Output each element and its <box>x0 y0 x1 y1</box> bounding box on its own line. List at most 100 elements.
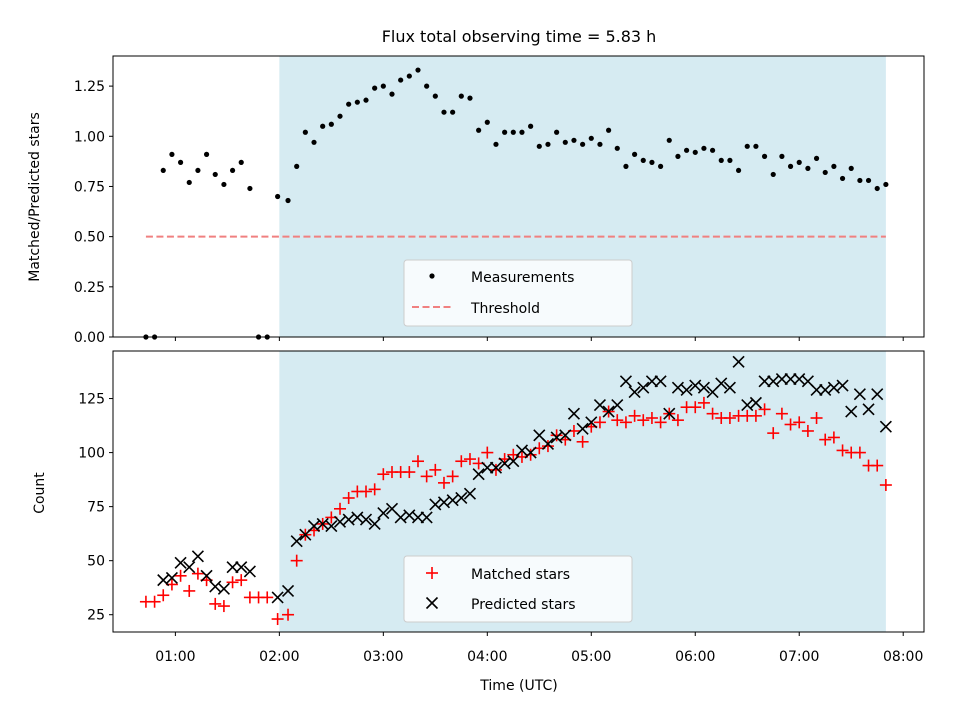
predicted-star-point <box>645 375 658 388</box>
matched-star-point <box>290 554 303 567</box>
matched-star-point <box>784 418 797 431</box>
matched-star-point <box>368 483 381 496</box>
matched-star-point <box>282 608 295 621</box>
measurement-point <box>169 151 175 157</box>
predicted-star-point <box>165 571 178 585</box>
matched-star-point <box>827 431 840 444</box>
measurement-point <box>597 141 603 147</box>
matched-star-point <box>706 407 719 420</box>
measurement-point <box>160 167 166 174</box>
measurement-point <box>493 141 499 147</box>
bottom-x-axis: 01:00 02:00 03:00 04:00 05:00 06:00 07:00 08:00 <box>155 632 923 665</box>
measurement-point <box>519 129 525 135</box>
top-legend: Measurements Threshold <box>403 259 633 327</box>
predicted-star-point <box>619 375 633 388</box>
top-plot-frame <box>112 55 925 338</box>
predicted-star-point <box>784 373 797 386</box>
predicted-star-point <box>680 383 693 396</box>
top-y-axis: 0.00 0.25 0.50 0.75 1.00 1.25 <box>74 79 113 346</box>
measurement-point <box>510 129 516 135</box>
bottom-y-axis: 25 50 75 100 125 <box>78 392 113 624</box>
measurement-point <box>415 67 421 73</box>
matched-star-point <box>183 584 196 597</box>
legend-measurements-marker <box>429 273 435 279</box>
x-axis-label: Time (UTC) <box>479 678 557 694</box>
matched-star-point <box>871 459 884 472</box>
matched-star-point <box>767 427 780 440</box>
measurement-point <box>839 175 846 182</box>
matched-star-point <box>429 463 442 476</box>
matched-star-point <box>226 576 239 589</box>
predicted-star-point <box>862 403 875 416</box>
measurement-point <box>363 97 369 103</box>
matched-star-point <box>697 396 710 409</box>
x-tick-label: 02:00 <box>259 649 299 665</box>
predicted-star-point <box>663 407 676 420</box>
measurement-point <box>337 113 343 119</box>
predicted-star-point <box>602 405 615 418</box>
matched-star-point <box>411 455 424 468</box>
matched-star-point <box>209 597 222 610</box>
measurement-point <box>502 129 508 135</box>
predicted-star-point <box>715 377 728 390</box>
measurement-point <box>328 121 334 127</box>
bottom-y-axis-label: Count <box>32 472 48 514</box>
y-tick-label: 50 <box>87 554 105 570</box>
measurement-point <box>623 163 629 169</box>
predicted-star-point <box>567 407 581 420</box>
matched-star-point <box>455 455 468 468</box>
measurement-point <box>389 91 395 97</box>
measurement-point <box>580 141 586 147</box>
y-tick-label: 1.00 <box>74 129 105 145</box>
measurement-point <box>588 135 594 141</box>
predicted-star-point <box>697 381 710 394</box>
measurement-point <box>761 153 768 159</box>
matched-star-point <box>446 470 459 483</box>
matched-star-point <box>403 466 416 479</box>
matched-star-point <box>879 479 892 492</box>
matched-star-point <box>576 435 589 448</box>
bottom-legend-box <box>403 555 633 623</box>
measurement-point <box>212 171 218 178</box>
measurement-point <box>398 77 404 83</box>
matched-star-point <box>758 403 771 416</box>
measurement-point <box>657 163 664 169</box>
measurement-point <box>238 159 244 165</box>
measurement-point <box>796 159 802 165</box>
measurement-point <box>640 157 646 163</box>
predicted-star-point <box>226 561 239 574</box>
measurement-point <box>805 165 811 171</box>
matched-star-point <box>191 567 204 580</box>
predicted-star-point <box>507 455 520 468</box>
top-panel: 0.00 0.25 0.50 0.75 1.00 1.25 Matched/Predict… <box>27 55 925 346</box>
predicted-star-point <box>879 420 892 433</box>
matched-star-point <box>619 416 632 429</box>
predicted-star-point <box>217 582 230 595</box>
measurement-point <box>831 163 837 169</box>
matched-star-point <box>810 412 823 425</box>
measurement-point <box>432 93 438 99</box>
matched-star-point <box>334 502 347 515</box>
measurement-point <box>528 123 534 129</box>
measurement-point <box>770 171 776 178</box>
measurement-point <box>467 95 473 101</box>
predicted-star-point <box>732 355 745 368</box>
predicted-star-point <box>611 398 624 412</box>
measurement-point <box>683 147 690 153</box>
measurement-point <box>666 137 672 143</box>
measurement-point <box>545 141 551 147</box>
measurement-point <box>709 147 716 153</box>
predicted-star-point <box>472 468 485 481</box>
x-tick-label: 03:00 <box>363 649 403 665</box>
predicted-star-point <box>628 386 641 399</box>
measurement-point <box>380 83 386 89</box>
measurement-point <box>406 73 412 79</box>
predicted-star-point <box>420 511 433 524</box>
measurement-point <box>562 139 568 145</box>
legend-measurements-label: Measurements <box>471 270 574 286</box>
matched-star-point <box>342 491 355 504</box>
measurement-point <box>186 179 192 186</box>
matched-star-point <box>671 414 684 427</box>
measurement-point <box>675 153 681 159</box>
